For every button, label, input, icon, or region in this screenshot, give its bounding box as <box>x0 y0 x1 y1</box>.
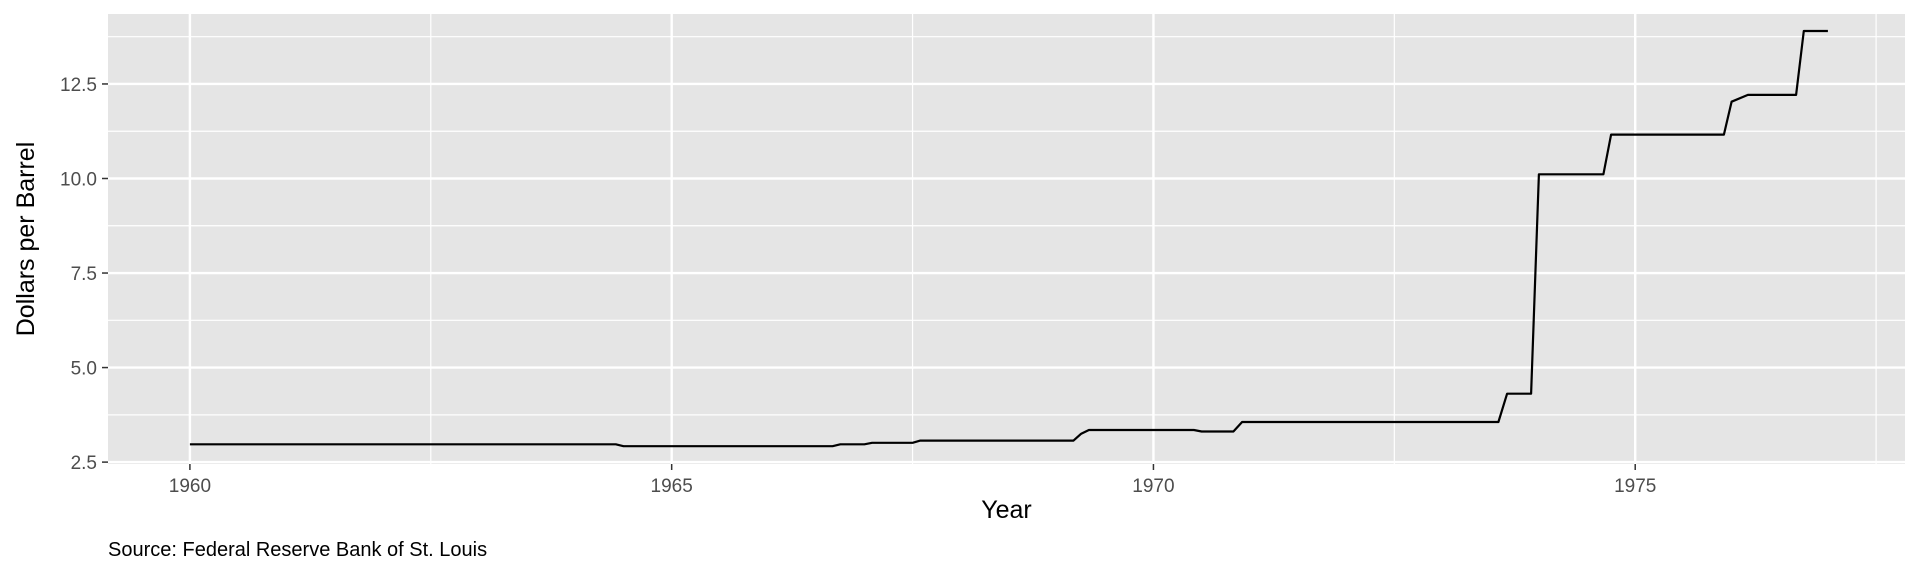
x-tick-label: 1960 <box>169 476 211 497</box>
y-tick-label: 5.0 <box>71 359 97 380</box>
plot-panel <box>108 14 1905 464</box>
x-axis-title: Year <box>981 496 1032 524</box>
y-tick-label: 10.0 <box>60 169 97 190</box>
y-tick-label: 2.5 <box>71 453 97 474</box>
major-gridlines <box>108 14 1905 464</box>
x-axis: 1960 1965 1970 1975 <box>169 464 1656 497</box>
x-tick-label: 1965 <box>651 476 693 497</box>
x-tick-label: 1970 <box>1132 476 1174 497</box>
y-axis: 2.5 5.0 7.5 10.0 12.5 <box>60 75 108 474</box>
y-tick-label: 7.5 <box>71 264 97 285</box>
y-axis-title: Dollars per Barrel <box>12 142 40 337</box>
minor-gridlines <box>108 14 1905 464</box>
y-tick-label: 12.5 <box>60 75 97 96</box>
series-line <box>189 29 1828 448</box>
x-tick-label: 1975 <box>1614 476 1656 497</box>
series-layer <box>189 29 1828 448</box>
source-caption: Source: Federal Reserve Bank of St. Loui… <box>108 539 487 561</box>
